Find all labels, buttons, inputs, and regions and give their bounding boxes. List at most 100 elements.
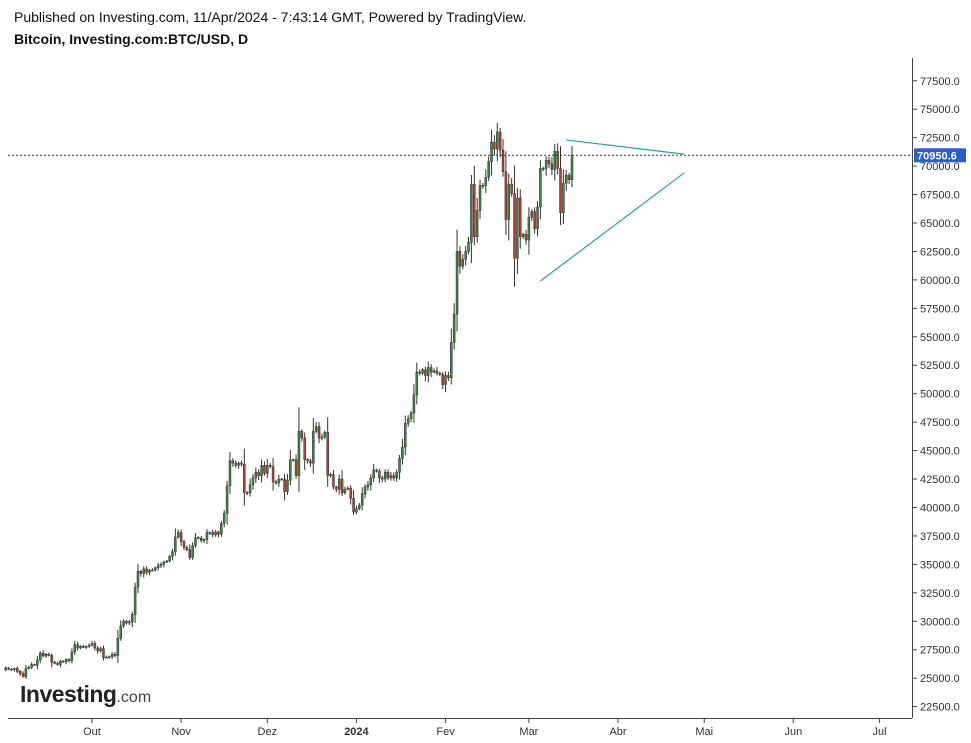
candle-body (128, 621, 131, 624)
candle-body (421, 369, 424, 374)
candle-body (450, 342, 453, 379)
candle-body (220, 523, 223, 535)
candle-body (412, 394, 416, 414)
y-axis: 22500.0 25000.0 27500.0 30000.0 32500.0 35000… (912, 76, 960, 714)
candle-body (85, 646, 88, 648)
candle-body (27, 667, 31, 669)
candle-body (93, 643, 97, 649)
price-marker: 70950.6 (8, 148, 966, 163)
candle-body (62, 660, 65, 663)
candle-body (504, 171, 508, 220)
plot-frame (8, 58, 913, 719)
candle-body (102, 648, 105, 658)
candle-body (556, 151, 559, 169)
candle-body (542, 168, 545, 170)
candle-body (21, 673, 25, 677)
candle-body (4, 667, 8, 670)
candle-body (438, 372, 442, 375)
candle-body (458, 251, 462, 267)
y-tick-label: 37500.0 (920, 531, 960, 543)
candle-body (539, 168, 542, 208)
candle-body (82, 646, 85, 648)
candle-body (306, 459, 309, 462)
candle-body (99, 648, 102, 652)
candle-body (386, 471, 390, 479)
candle-body (372, 469, 375, 479)
candle-body (358, 504, 361, 509)
candle-body (176, 532, 180, 538)
candle-body (56, 663, 59, 665)
candle-body (136, 570, 140, 588)
candle-body (401, 446, 404, 459)
y-tick-label: 62500.0 (920, 246, 960, 258)
candle-body (455, 251, 459, 315)
y-tick-label: 65000.0 (920, 218, 960, 230)
candle-body (427, 367, 430, 376)
candle-body (156, 565, 160, 569)
last-price-label: 70950.6 (917, 150, 957, 162)
y-tick-label: 25000.0 (920, 673, 960, 685)
candle-body (395, 471, 398, 479)
publish-line: Published on Investing.com, 11/Apr/2024 … (14, 9, 527, 25)
candle-body (544, 160, 548, 169)
x-tick-label: Dez (258, 726, 278, 738)
y-tick-label: 30000.0 (920, 616, 960, 628)
last-price-badge (914, 148, 966, 163)
candle-body (424, 369, 427, 376)
candle-body (260, 465, 263, 476)
candle-body (484, 177, 488, 186)
candle-body (452, 313, 456, 343)
y-tick-label: 57500.0 (920, 303, 960, 315)
candle-body (39, 652, 42, 661)
candle-body (105, 656, 108, 659)
candle-body (294, 459, 298, 476)
candle-body (214, 531, 217, 536)
candle-body (415, 371, 419, 396)
logo-suffix: .com (116, 689, 152, 706)
candle-body (567, 174, 571, 181)
candles (4, 122, 574, 679)
candle-body (10, 668, 13, 671)
y-tick-label: 50000.0 (920, 389, 960, 401)
candle-body (389, 475, 393, 479)
candle-body (329, 474, 332, 476)
x-tick-label: Jun (784, 726, 802, 738)
y-tick-label: 32500.0 (920, 588, 960, 600)
candle-body (398, 458, 401, 473)
candle-body (47, 654, 51, 656)
candle-body (165, 560, 168, 563)
candle-body (202, 539, 206, 541)
candle-body (110, 654, 114, 657)
candle-body (309, 460, 312, 464)
x-tick-label: Fev (436, 726, 455, 738)
candle-body (332, 474, 335, 488)
candle-body (197, 537, 200, 539)
trendlines (540, 139, 685, 282)
candle-body (524, 234, 528, 241)
candle-body (303, 437, 306, 460)
candle-body (153, 567, 157, 571)
candle-body (516, 197, 519, 259)
candle-body (245, 492, 249, 494)
candle-body (467, 242, 470, 252)
candle-body (441, 374, 444, 385)
candle-body (16, 668, 19, 672)
candle-body (90, 643, 94, 646)
candle-body (352, 498, 355, 513)
candle-body (501, 149, 505, 173)
candle-body (493, 141, 496, 150)
candle-body (461, 259, 465, 267)
candle-body (217, 531, 220, 535)
candle-body (409, 412, 413, 419)
candle-body (366, 484, 370, 488)
candle-body (171, 551, 174, 557)
x-tick-label: Mai (695, 726, 713, 738)
candle-body (381, 477, 384, 480)
candle-body (553, 151, 557, 170)
candle-body (289, 459, 292, 481)
candle-body (478, 185, 482, 211)
candle-body (182, 541, 186, 548)
candle-body (519, 197, 522, 237)
candle-body (33, 664, 36, 666)
